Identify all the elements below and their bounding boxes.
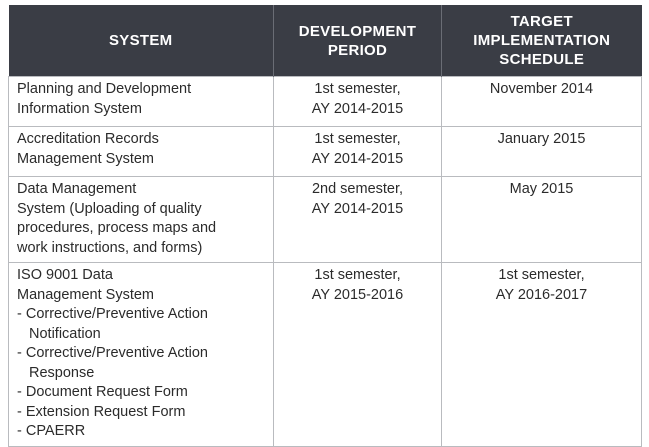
target-line: May 2015: [509, 181, 574, 197]
system-line: - Extension Request Form: [17, 403, 186, 420]
system-line: Information System: [17, 100, 142, 117]
period-cell: 1st semester, AY 2014-2015: [273, 126, 442, 177]
system-cell: Data Management System (Uploading of qua…: [8, 176, 274, 263]
table-row: Data Management System (Uploading of qua…: [8, 176, 642, 263]
system-cell: Accreditation Records Management System: [8, 126, 274, 177]
period-line: AY 2015-2016: [311, 286, 404, 303]
system-line: Management System: [17, 286, 155, 303]
table-row: ISO 9001 Data Management System - Correc…: [8, 262, 642, 447]
system-line: Data Management: [17, 181, 137, 197]
header-system: SYSTEM: [8, 5, 274, 77]
target-line: 1st semester,: [498, 267, 585, 283]
system-line: Response: [29, 364, 95, 381]
target-line: November 2014: [489, 81, 594, 97]
period-cell: 1st semester, AY 2014-2015: [273, 76, 442, 127]
system-line: - Corrective/Preventive Action: [17, 345, 208, 361]
target-line: January 2015: [497, 131, 586, 147]
period-line: 1st semester,: [314, 267, 401, 283]
target-line: AY 2016-2017: [495, 286, 588, 303]
table-header-row: SYSTEM DEVELOPMENT PERIOD TARGET IMPLEME…: [8, 5, 642, 77]
system-line: Accreditation Records: [17, 131, 159, 147]
system-cell: Planning and Development Information Sys…: [8, 76, 274, 127]
system-schedule-table: SYSTEM DEVELOPMENT PERIOD TARGET IMPLEME…: [8, 5, 642, 447]
header-target-implementation-schedule: TARGET IMPLEMENTATION SCHEDULE: [441, 5, 642, 77]
target-cell: January 2015: [441, 126, 642, 177]
schedule-table-container: SYSTEM DEVELOPMENT PERIOD TARGET IMPLEME…: [8, 5, 642, 447]
system-line: Planning and Development: [17, 81, 192, 97]
target-cell: May 2015: [441, 176, 642, 263]
system-line: work instructions, and forms): [17, 239, 203, 256]
system-line: - CPAERR: [17, 423, 86, 439]
system-line: System (Uploading of quality: [17, 200, 202, 217]
table-row: Accreditation Records Management System …: [8, 126, 642, 177]
period-line: AY 2014-2015: [311, 150, 404, 167]
period-line: AY 2014-2015: [311, 200, 404, 217]
system-line: procedures, process maps and: [17, 220, 217, 236]
target-cell: 1st semester, AY 2016-2017: [441, 262, 642, 447]
period-line: AY 2014-2015: [311, 100, 404, 117]
system-line: ISO 9001 Data: [17, 267, 113, 283]
header-development-period: DEVELOPMENT PERIOD: [273, 5, 442, 77]
system-line: - Corrective/Preventive Action: [17, 306, 208, 322]
system-line: Management System: [17, 150, 155, 167]
target-cell: November 2014: [441, 76, 642, 127]
table-row: Planning and Development Information Sys…: [8, 76, 642, 127]
period-line: 1st semester,: [314, 81, 401, 97]
system-line: - Document Request Form: [17, 384, 188, 400]
system-cell: ISO 9001 Data Management System - Correc…: [8, 262, 274, 447]
period-cell: 1st semester, AY 2015-2016: [273, 262, 442, 447]
period-line: 2nd semester,: [311, 181, 404, 197]
period-line: 1st semester,: [314, 131, 401, 147]
period-cell: 2nd semester, AY 2014-2015: [273, 176, 442, 263]
system-line: Notification: [29, 325, 101, 342]
